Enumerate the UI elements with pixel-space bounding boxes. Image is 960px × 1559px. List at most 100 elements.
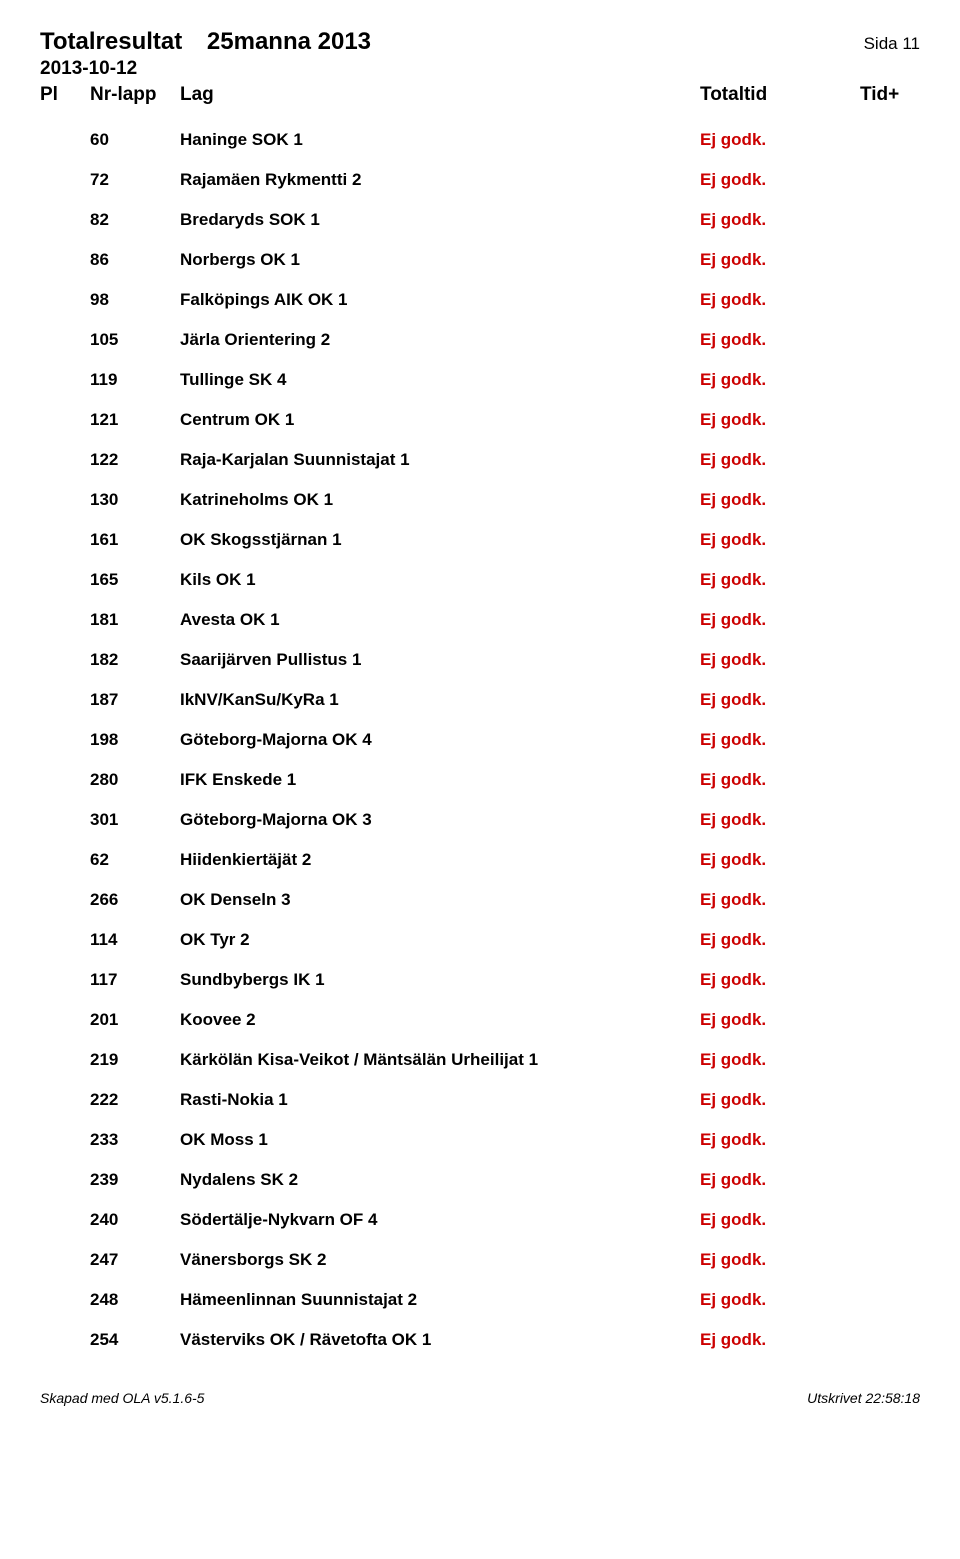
cell-pl: [40, 520, 90, 560]
cell-nr: 239: [90, 1160, 180, 1200]
cell-nr: 72: [90, 160, 180, 200]
cell-lag: Järla Orientering 2: [180, 320, 700, 360]
cell-pl: [40, 1080, 90, 1120]
cell-nr: 187: [90, 680, 180, 720]
cell-pl: [40, 800, 90, 840]
cell-lag: Göteborg-Majorna OK 4: [180, 720, 700, 760]
col-nr: Nr-lapp: [90, 84, 180, 106]
cell-nr: 105: [90, 320, 180, 360]
cell-nr: 98: [90, 280, 180, 320]
cell-tidplus: [860, 1000, 920, 1040]
cell-tidplus: [860, 1240, 920, 1280]
table-row: 187IkNV/KanSu/KyRa 1Ej godk.: [40, 680, 920, 720]
cell-nr: 182: [90, 640, 180, 680]
cell-totaltid: Ej godk.: [700, 960, 860, 1000]
cell-nr: 198: [90, 720, 180, 760]
cell-lag: Kärkölän Kisa-Veikot / Mäntsälän Urheili…: [180, 1040, 700, 1080]
cell-lag: Falköpings AIK OK 1: [180, 280, 700, 320]
cell-tidplus: [860, 560, 920, 600]
cell-totaltid: Ej godk.: [700, 1160, 860, 1200]
cell-pl: [40, 1160, 90, 1200]
cell-totaltid: Ej godk.: [700, 1120, 860, 1160]
table-row: 117Sundbybergs IK 1Ej godk.: [40, 960, 920, 1000]
cell-lag: OK Tyr 2: [180, 920, 700, 960]
cell-nr: 62: [90, 840, 180, 880]
cell-totaltid: Ej godk.: [700, 1280, 860, 1320]
cell-totaltid: Ej godk.: [700, 360, 860, 400]
table-row: 86Norbergs OK 1Ej godk.: [40, 240, 920, 280]
table-row: 72Rajamäen Rykmentti 2Ej godk.: [40, 160, 920, 200]
table-row: 161OK Skogsstjärnan 1Ej godk.: [40, 520, 920, 560]
cell-pl: [40, 920, 90, 960]
cell-totaltid: Ej godk.: [700, 160, 860, 200]
cell-lag: OK Denseln 3: [180, 880, 700, 920]
cell-pl: [40, 360, 90, 400]
cell-lag: Hämeenlinnan Suunnistajat 2: [180, 1280, 700, 1320]
cell-lag: Kils OK 1: [180, 560, 700, 600]
table-row: 247Vänersborgs SK 2Ej godk.: [40, 1240, 920, 1280]
cell-lag: Vänersborgs SK 2: [180, 1240, 700, 1280]
cell-totaltid: Ej godk.: [700, 560, 860, 600]
cell-nr: 254: [90, 1320, 180, 1360]
cell-lag: IkNV/KanSu/KyRa 1: [180, 680, 700, 720]
cell-tidplus: [860, 200, 920, 240]
cell-totaltid: Ej godk.: [700, 320, 860, 360]
cell-nr: 181: [90, 600, 180, 640]
cell-lag: Norbergs OK 1: [180, 240, 700, 280]
cell-lag: Saarijärven Pullistus 1: [180, 640, 700, 680]
cell-totaltid: Ej godk.: [700, 840, 860, 880]
cell-nr: 280: [90, 760, 180, 800]
cell-tidplus: [860, 680, 920, 720]
table-row: 254Västerviks OK / Rävetofta OK 1Ej godk…: [40, 1320, 920, 1360]
cell-lag: Haninge SOK 1: [180, 120, 700, 160]
cell-totaltid: Ej godk.: [700, 880, 860, 920]
cell-totaltid: Ej godk.: [700, 200, 860, 240]
cell-tidplus: [860, 280, 920, 320]
cell-tidplus: [860, 960, 920, 1000]
cell-totaltid: Ej godk.: [700, 120, 860, 160]
cell-totaltid: Ej godk.: [700, 1080, 860, 1120]
table-row: 198Göteborg-Majorna OK 4Ej godk.: [40, 720, 920, 760]
cell-totaltid: Ej godk.: [700, 680, 860, 720]
table-row: 60Haninge SOK 1Ej godk.: [40, 120, 920, 160]
cell-totaltid: Ej godk.: [700, 760, 860, 800]
cell-tidplus: [860, 320, 920, 360]
table-row: 181Avesta OK 1Ej godk.: [40, 600, 920, 640]
cell-lag: OK Skogsstjärnan 1: [180, 520, 700, 560]
title-left: Totalresultat: [40, 28, 182, 55]
cell-tidplus: [860, 1320, 920, 1360]
table-row: 201Koovee 2Ej godk.: [40, 1000, 920, 1040]
cell-nr: 161: [90, 520, 180, 560]
cell-totaltid: Ej godk.: [700, 400, 860, 440]
footer: Skapad med OLA v5.1.6-5 Utskrivet 22:58:…: [40, 1390, 920, 1406]
cell-totaltid: Ej godk.: [700, 640, 860, 680]
footer-left: Skapad med OLA v5.1.6-5: [40, 1390, 204, 1406]
cell-tidplus: [860, 640, 920, 680]
col-tot: Totaltid: [700, 84, 860, 106]
cell-nr: 117: [90, 960, 180, 1000]
cell-nr: 119: [90, 360, 180, 400]
cell-totaltid: Ej godk.: [700, 920, 860, 960]
cell-tidplus: [860, 440, 920, 480]
cell-nr: 240: [90, 1200, 180, 1240]
cell-pl: [40, 160, 90, 200]
table-row: 266OK Denseln 3Ej godk.: [40, 880, 920, 920]
table-row: 121Centrum OK 1Ej godk.: [40, 400, 920, 440]
cell-totaltid: Ej godk.: [700, 1040, 860, 1080]
cell-pl: [40, 600, 90, 640]
cell-nr: 247: [90, 1240, 180, 1280]
cell-lag: Hiidenkiertäjät 2: [180, 840, 700, 880]
cell-lag: Centrum OK 1: [180, 400, 700, 440]
cell-totaltid: Ej godk.: [700, 1000, 860, 1040]
cell-nr: 233: [90, 1120, 180, 1160]
cell-tidplus: [860, 760, 920, 800]
cell-totaltid: Ej godk.: [700, 240, 860, 280]
cell-lag: Göteborg-Majorna OK 3: [180, 800, 700, 840]
cell-nr: 219: [90, 1040, 180, 1080]
cell-lag: OK Moss 1: [180, 1120, 700, 1160]
cell-pl: [40, 1120, 90, 1160]
cell-tidplus: [860, 120, 920, 160]
report-date: 2013-10-12: [40, 58, 920, 80]
cell-lag: Sundbybergs IK 1: [180, 960, 700, 1000]
cell-pl: [40, 1200, 90, 1240]
